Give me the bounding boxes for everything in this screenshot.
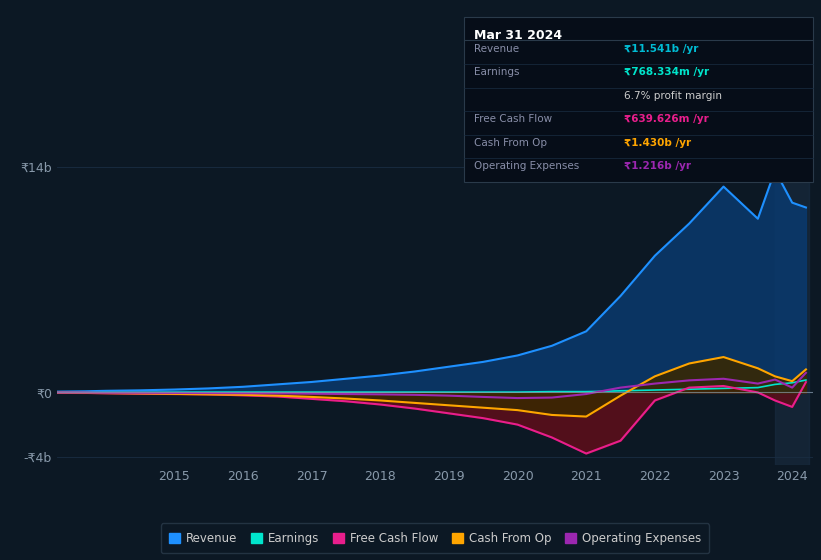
Text: Cash From Op: Cash From Op (474, 138, 547, 148)
Text: ₹1.430b /yr: ₹1.430b /yr (624, 138, 691, 148)
Text: Mar 31 2024: Mar 31 2024 (474, 29, 562, 42)
Text: 6.7% profit margin: 6.7% profit margin (624, 91, 722, 101)
Text: Earnings: Earnings (474, 67, 519, 77)
Text: ₹1.216b /yr: ₹1.216b /yr (624, 161, 691, 171)
Text: ₹11.541b /yr: ₹11.541b /yr (624, 44, 699, 54)
Text: Operating Expenses: Operating Expenses (474, 161, 579, 171)
Legend: Revenue, Earnings, Free Cash Flow, Cash From Op, Operating Expenses: Revenue, Earnings, Free Cash Flow, Cash … (161, 524, 709, 553)
Text: Revenue: Revenue (474, 44, 519, 54)
Bar (775, 151, 810, 465)
Text: ₹639.626m /yr: ₹639.626m /yr (624, 114, 709, 124)
Text: Free Cash Flow: Free Cash Flow (474, 114, 552, 124)
Text: ₹768.334m /yr: ₹768.334m /yr (624, 67, 709, 77)
